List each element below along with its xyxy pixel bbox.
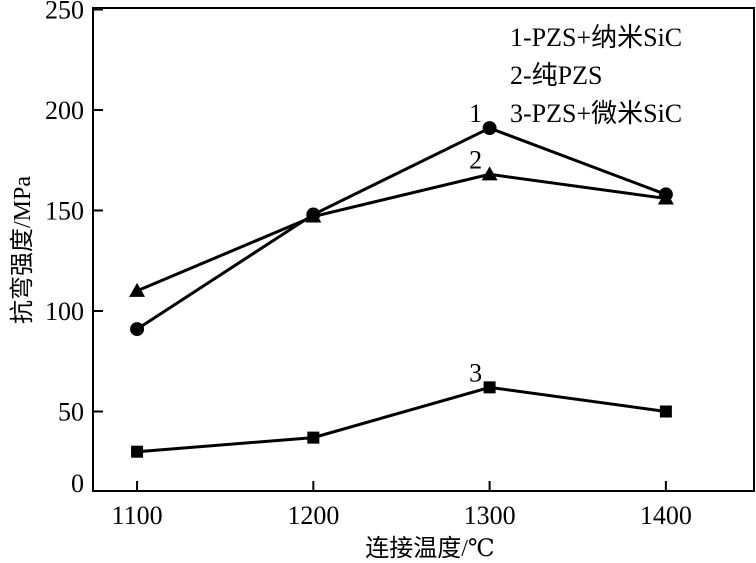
y-tick-label: 50	[58, 398, 84, 427]
x-axis-label: 连接温度/℃	[365, 535, 495, 562]
y-axis-label: 抗弯强度/MPa	[9, 176, 36, 324]
x-tick-label: 1300	[464, 501, 516, 530]
y-tick-label: 0	[71, 469, 84, 498]
series-number-label: 2	[469, 145, 482, 174]
series-number-label: 1	[469, 99, 482, 128]
data-point-triangle	[481, 166, 498, 181]
plot-frame	[92, 7, 755, 492]
data-point-circle	[130, 322, 145, 337]
y-tick-label: 200	[45, 96, 84, 125]
data-point-triangle	[305, 208, 322, 223]
series-line-1	[136, 126, 667, 331]
series-number-label: 3	[469, 358, 482, 387]
data-point-square	[307, 431, 320, 444]
legend-entry: 3-PZS+微米SiC	[510, 99, 682, 128]
legend-entry: 1-PZS+纳米SiC	[510, 23, 682, 52]
x-tick-label: 1200	[287, 501, 339, 530]
x-tick-label: 1400	[640, 501, 692, 530]
series-line-2	[136, 172, 667, 293]
series-line-3	[136, 385, 667, 454]
data-point-square	[659, 405, 672, 418]
x-tick-label: 1100	[112, 501, 163, 530]
data-point-square	[131, 445, 144, 458]
y-tick-label: 250	[45, 0, 84, 25]
data-point-triangle	[129, 282, 146, 297]
data-point-circle	[482, 121, 497, 136]
y-tick-label: 100	[45, 297, 84, 326]
data-point-triangle	[657, 190, 674, 205]
y-tick-label: 150	[45, 197, 84, 226]
data-point-square	[483, 381, 496, 394]
legend-entry: 2-纯PZS	[510, 61, 602, 90]
